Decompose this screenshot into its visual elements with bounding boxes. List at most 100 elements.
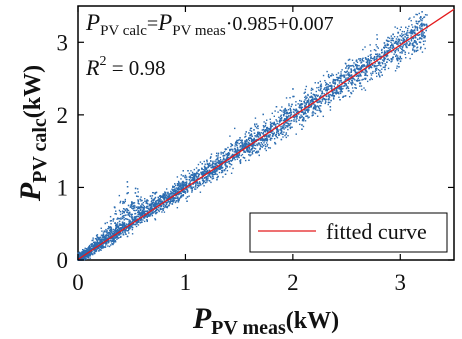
scatter-point bbox=[254, 148, 257, 150]
scatter-point bbox=[245, 143, 247, 145]
scatter-point bbox=[115, 230, 117, 232]
scatter-point bbox=[139, 198, 142, 201]
scatter-point bbox=[384, 66, 386, 68]
scatter-point bbox=[131, 226, 133, 229]
scatter-point bbox=[274, 143, 277, 145]
scatter-point bbox=[227, 153, 229, 155]
scatter-point bbox=[247, 151, 250, 153]
scatter-point bbox=[262, 145, 265, 147]
scatter-point bbox=[269, 121, 272, 123]
scatter-point bbox=[162, 203, 165, 205]
scatter-point bbox=[419, 25, 421, 27]
scatter-point bbox=[331, 94, 334, 96]
scatter-point bbox=[152, 191, 154, 194]
scatter-point bbox=[192, 179, 194, 182]
scatter-point bbox=[421, 31, 423, 34]
scatter-point bbox=[217, 152, 220, 155]
scatter-point bbox=[299, 103, 302, 106]
scatter-point bbox=[270, 137, 272, 139]
scatter-point bbox=[134, 209, 136, 212]
scatter-point bbox=[326, 92, 328, 94]
scatter-point bbox=[416, 38, 419, 41]
scatter-point bbox=[314, 98, 317, 100]
scatter-point bbox=[417, 49, 419, 52]
scatter-point bbox=[197, 176, 200, 178]
scatter-point bbox=[204, 163, 206, 165]
scatter-point bbox=[356, 65, 358, 68]
scatter-point bbox=[109, 232, 111, 235]
scatter-point bbox=[368, 66, 370, 68]
scatter-point bbox=[243, 143, 245, 145]
scatter-point bbox=[165, 188, 168, 190]
scatter-point bbox=[387, 36, 389, 39]
scatter-point bbox=[407, 34, 409, 37]
scatter-point bbox=[202, 169, 205, 171]
scatter-point bbox=[270, 125, 272, 127]
scatter-point bbox=[182, 194, 185, 197]
scatter-point bbox=[303, 102, 306, 104]
scatter-point bbox=[230, 160, 233, 162]
scatter-point bbox=[211, 172, 213, 175]
scatter-point bbox=[167, 193, 169, 195]
scatter-point bbox=[294, 113, 296, 115]
scatter-point bbox=[319, 100, 321, 102]
scatter-point bbox=[195, 172, 198, 175]
scatter-point bbox=[279, 121, 281, 123]
scatter-point bbox=[123, 219, 125, 221]
scatter-point bbox=[333, 79, 336, 81]
scatter-point bbox=[161, 208, 164, 210]
scatter-point bbox=[316, 101, 318, 103]
scatter-point bbox=[287, 108, 290, 111]
scatter-point bbox=[125, 229, 127, 231]
scatter-point bbox=[338, 96, 340, 99]
scatter-point bbox=[293, 117, 296, 119]
scatter-point bbox=[96, 238, 98, 241]
scatter-point bbox=[132, 205, 134, 208]
scatter-point bbox=[358, 65, 360, 67]
scatter-point bbox=[105, 244, 107, 246]
scatter-point bbox=[348, 58, 351, 61]
scatter-point bbox=[258, 131, 261, 134]
scatter-point bbox=[155, 192, 157, 194]
scatter-point bbox=[302, 112, 305, 114]
scatter-point bbox=[234, 141, 237, 144]
scatter-point bbox=[208, 162, 211, 165]
scatter-point bbox=[324, 87, 326, 89]
scatter-point bbox=[381, 61, 383, 64]
scatter-point bbox=[222, 157, 225, 159]
scatter-point bbox=[424, 47, 426, 50]
scatter-point bbox=[92, 246, 95, 249]
scatter-point bbox=[370, 72, 372, 75]
scatter-point bbox=[307, 107, 310, 109]
scatter-point bbox=[124, 226, 127, 228]
scatter-point bbox=[401, 46, 404, 49]
scatter-point bbox=[137, 211, 139, 213]
scatter-point bbox=[350, 92, 353, 95]
scatter-point bbox=[183, 189, 185, 192]
scatter-point bbox=[290, 119, 293, 122]
scatter-point bbox=[203, 171, 205, 173]
scatter-point bbox=[199, 184, 201, 186]
scatter-point bbox=[323, 93, 326, 95]
scatter-point bbox=[348, 71, 350, 74]
scatter-point bbox=[383, 50, 386, 52]
scatter-point bbox=[123, 223, 125, 225]
scatter-point bbox=[347, 90, 350, 92]
scatter-point bbox=[138, 206, 140, 209]
scatter-point bbox=[221, 160, 223, 163]
scatter-point bbox=[234, 158, 236, 161]
scatter-point bbox=[194, 176, 196, 179]
scatter-point bbox=[247, 144, 249, 147]
scatter-point bbox=[307, 109, 309, 111]
scatter-point bbox=[366, 80, 369, 83]
scatter-point bbox=[342, 95, 345, 98]
scatter-point bbox=[120, 218, 122, 220]
scatter-point bbox=[107, 231, 109, 234]
scatter-point bbox=[249, 127, 252, 130]
scatter-point bbox=[354, 68, 356, 70]
scatter-point bbox=[136, 218, 138, 220]
scatter-point bbox=[172, 199, 174, 202]
scatter-point bbox=[289, 123, 291, 125]
scatter-point bbox=[345, 87, 348, 90]
scatter-point bbox=[127, 212, 129, 214]
